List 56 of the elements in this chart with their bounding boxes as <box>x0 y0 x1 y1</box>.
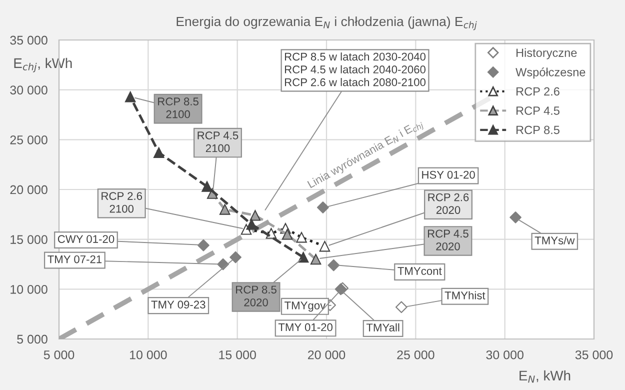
x-tick-label: 10 000 <box>130 350 167 360</box>
annotation: RCP 4.5 2100 <box>198 132 238 152</box>
annotation: HSY 01-20 <box>422 170 475 179</box>
y-tick-label: 5 000 <box>17 334 48 344</box>
point <box>298 252 309 263</box>
point <box>153 147 164 158</box>
annotation: TMYgov <box>284 302 326 312</box>
y-tick-label: 20 000 <box>10 185 48 194</box>
y-axis-title: E$_{chj}$, kWh <box>14 58 72 72</box>
x-tick-label: 5 000 <box>44 350 74 360</box>
point <box>328 259 340 272</box>
point <box>246 219 257 230</box>
chart-title: Energia do ogrzewania E$_{N}$ i chłodzenia (jawna) E$_{chj}$ <box>176 16 477 30</box>
point <box>219 204 230 215</box>
point <box>510 211 522 224</box>
point <box>310 254 322 265</box>
x-tick-label: 20 000 <box>308 350 346 360</box>
point <box>198 239 210 252</box>
annotation: TMYhist <box>444 291 486 300</box>
y-tick-label: 10 000 <box>10 284 48 294</box>
point <box>395 301 408 314</box>
annotation: RCP 4.5 2020 <box>428 230 468 250</box>
y-tick-label: 35 000 <box>10 36 48 45</box>
x-tick-label: 25 000 <box>397 350 434 360</box>
annotation: RCP 8.5 2020 <box>236 286 276 306</box>
annotation: TMY 01-20 <box>278 323 332 332</box>
point <box>319 240 330 252</box>
annotation: CWY 01-20 <box>58 235 114 243</box>
point <box>202 181 212 192</box>
annotation: TMYs/w <box>534 236 575 244</box>
legend-label: Historyczne <box>516 48 577 60</box>
x-tick-label: 15 000 <box>219 350 256 360</box>
point <box>250 210 261 221</box>
annotation: RCP 2.6 2100 <box>102 192 142 213</box>
point <box>124 91 136 102</box>
x-tick-label: 30 000 <box>486 350 524 360</box>
annotation: TMY 09-23 <box>151 300 206 309</box>
legend-label: RCP 8.5 <box>516 126 560 134</box>
annotation: TMYcont <box>398 267 442 275</box>
point <box>296 232 307 243</box>
annotation: RCP 8.5 w latach 2030-2040 RCP 4.5 w latach 2040-2060 RCP 2.6 w latach 2080-2100 <box>284 52 426 86</box>
x-axis-title: E$_{N}$, kWh <box>520 370 570 383</box>
annotation: RCP 2.6 2020 <box>428 193 469 214</box>
annotation: RCP 8.5 2100 <box>158 98 198 118</box>
legend-label: RCP 4.5 <box>516 106 560 115</box>
y-tick-label: 30 000 <box>10 86 48 94</box>
x-tick-label: 35 000 <box>575 350 613 360</box>
y-tick-label: 25 000 <box>10 135 48 144</box>
point <box>230 251 242 264</box>
point <box>317 202 329 214</box>
legend-label: Współczesne <box>516 68 586 79</box>
annotation: TMY 07-21 <box>48 255 102 264</box>
annotation: TMYall <box>366 323 400 332</box>
legend-label: RCP 2.6 <box>516 87 560 96</box>
point <box>282 228 293 240</box>
y-tick-label: 15 000 <box>10 235 48 244</box>
